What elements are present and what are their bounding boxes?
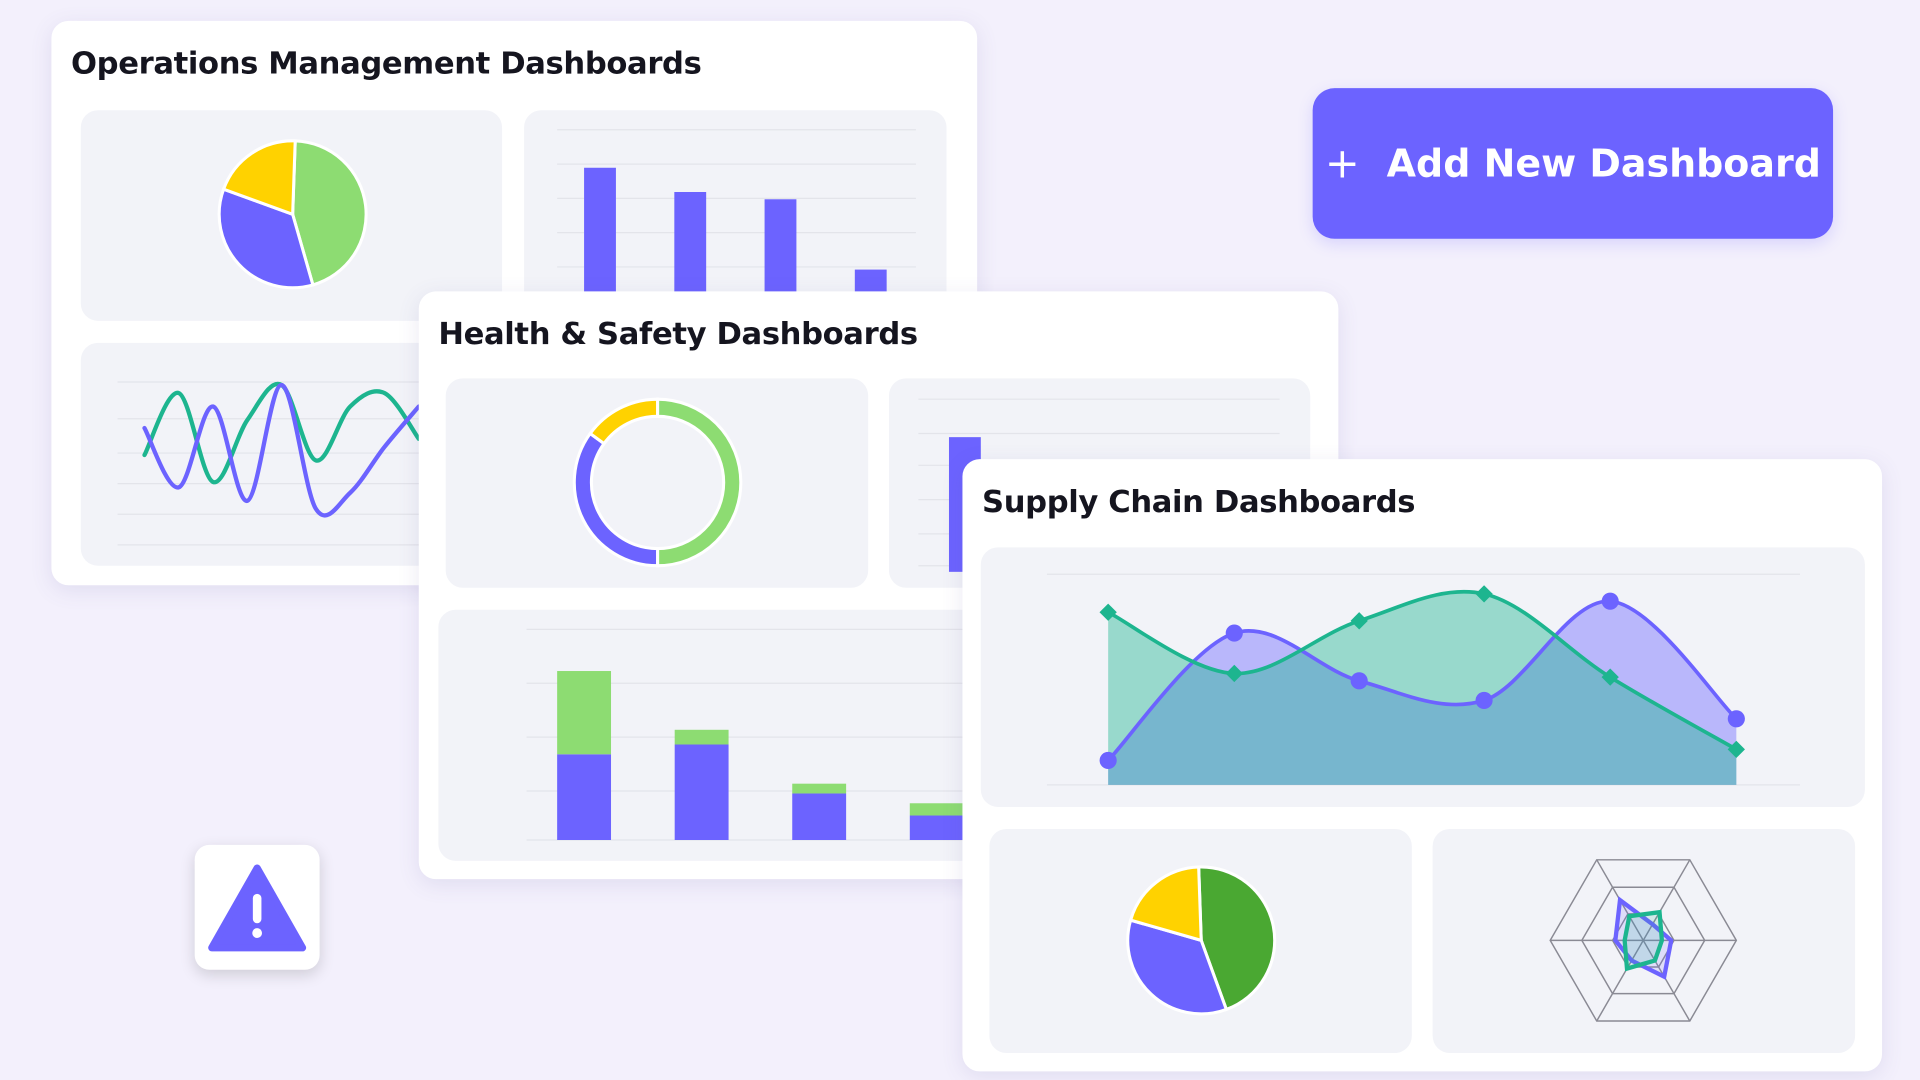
line-series (142, 382, 421, 518)
data-point (1225, 624, 1243, 642)
add-new-dashboard-button[interactable]: + Add New Dashboard (1312, 88, 1834, 239)
area-line (1107, 589, 1738, 751)
stacked-bar-segment (792, 783, 847, 794)
card-title: Supply Chain Dashboards (982, 483, 1416, 520)
stacked-bar-segment (557, 671, 612, 755)
chart-tile (980, 547, 1865, 807)
area-line (1106, 599, 1738, 762)
pie-slice (291, 139, 368, 287)
supply-chain-dashboard-card[interactable]: Supply Chain Dashboards (962, 459, 1883, 1072)
stacked-bar-segment (792, 793, 847, 841)
stacked-bar-segment (909, 803, 964, 816)
line-series (142, 381, 421, 485)
stacked-bar-segment (674, 744, 729, 841)
stacked-bar-segment (674, 729, 729, 745)
data-point (1099, 751, 1117, 769)
pie-slice (221, 139, 297, 217)
chart-tile (80, 342, 503, 566)
radar-series (1622, 909, 1665, 972)
data-point (1601, 592, 1619, 610)
radar-axis (1642, 859, 1691, 941)
chart-tile (524, 110, 947, 321)
area-fill (1108, 591, 1737, 785)
chart-tile (445, 378, 869, 588)
area-fill (1108, 601, 1737, 785)
data-point (1350, 612, 1368, 630)
warning-badge (194, 844, 320, 970)
add-button-label: Add New Dashboard (1386, 141, 1821, 186)
data-point (1727, 710, 1745, 728)
pie-slice (1128, 865, 1203, 943)
data-point (1475, 691, 1493, 709)
radar-axis (1642, 940, 1691, 1022)
stacked-bar-segment (909, 815, 964, 841)
data-point (1475, 585, 1493, 603)
warning-triangle-icon (208, 864, 307, 952)
operations-charts (80, 110, 947, 566)
card-title: Operations Management Dashboards (71, 45, 702, 81)
pie-slice (1197, 865, 1277, 1012)
pie-slice (1126, 918, 1229, 1016)
donut-slice (588, 397, 660, 446)
plus-icon: + (1324, 138, 1360, 188)
stacked-bar-segment (557, 754, 612, 841)
data-point (1350, 672, 1368, 690)
radar-axis (1596, 940, 1644, 1022)
data-point (1727, 740, 1745, 759)
card-title: Health & Safety Dashboards (438, 315, 918, 352)
supply-chain-charts (980, 547, 1865, 1054)
